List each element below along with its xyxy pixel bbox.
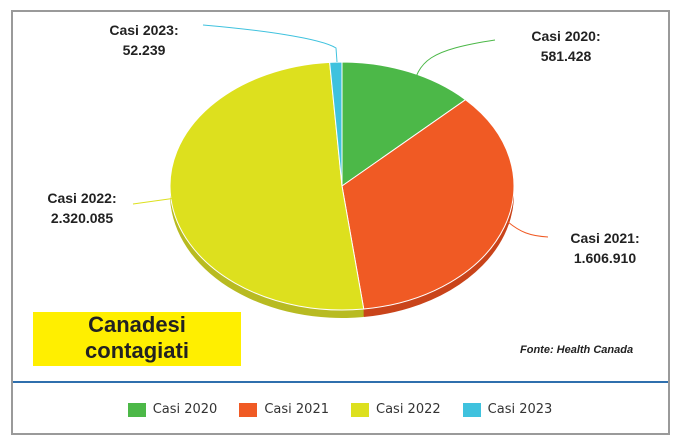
legend-swatch: [351, 402, 369, 417]
leader-line-2023: [202, 24, 338, 63]
chart-title: Canadesi contagiati: [33, 312, 241, 366]
legend-swatch: [239, 402, 258, 417]
legend-swatch: [462, 402, 481, 417]
pie-slice-casi-2021: [341, 99, 515, 310]
legend-item-2021: Casi 2021: [239, 402, 329, 417]
legend-divider: [13, 381, 668, 383]
leader-line-2020: [411, 39, 496, 93]
legend-item-2020: Casi 2020: [127, 402, 217, 417]
data-label-2021: Casi 2021: 1.606.910: [570, 230, 640, 266]
data-label-2020: Casi 2020: 581.428: [531, 28, 601, 64]
legend-item-2022: Casi 2022: [351, 402, 441, 417]
legend-item-2023: Casi 2023: [462, 402, 552, 417]
pie-slice-casi-2020: [341, 61, 467, 187]
legend: Casi 2020 Casi 2021 Casi 2022 Casi 2023: [0, 402, 680, 417]
data-label-2022: Casi 2022: 2.320.085: [47, 190, 117, 226]
leader-line-2021: [507, 221, 549, 238]
pie-slice-casi-2023: [329, 61, 343, 187]
data-label-2023: Casi 2023: 52.239: [109, 22, 179, 58]
source-note: Fonte: Health Canada: [520, 344, 634, 356]
legend-swatch: [127, 402, 146, 417]
leader-line-2022: [132, 197, 177, 205]
